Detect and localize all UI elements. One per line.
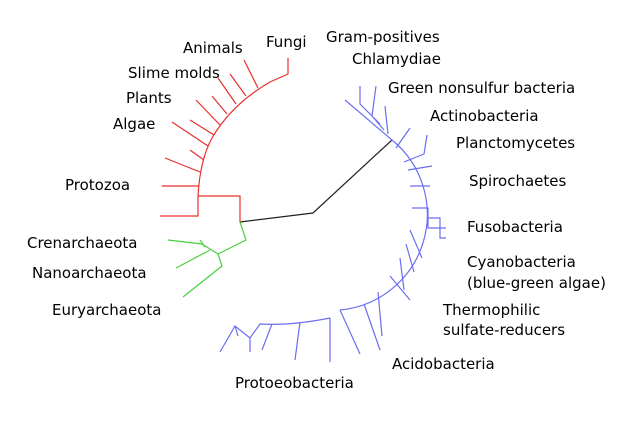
leaf-label: (blue-green algae) [467, 274, 606, 292]
leaf-label: sulfate-reducers [443, 321, 565, 339]
leaf-label: Cyanobacteria [467, 253, 576, 271]
leaf-label: Thermophilic [442, 301, 540, 319]
leaf-label: Protozoa [65, 176, 130, 194]
leaf-label: Planctomycetes [456, 134, 575, 152]
leaf-label: Slime molds [128, 64, 220, 82]
leaf-label: Algae [113, 115, 155, 133]
leaf-label: Chlamydiae [352, 50, 441, 68]
bacteria-branches [219, 85, 446, 362]
leaf-label: Gram-positives [326, 28, 440, 46]
labels: Animals Fungi Slime molds Plants Algae P… [27, 28, 606, 392]
leaf-label: Actinobacteria [430, 107, 539, 125]
leaf-label: Plants [126, 89, 172, 107]
root-branch [239, 139, 393, 223]
leaf-label: Nanoarchaeota [32, 264, 147, 282]
leaf-label: Green nonsulfur bacteria [388, 79, 575, 97]
eukaryota-branches [160, 58, 289, 222]
leaf-label: Crenarchaeota [27, 234, 138, 252]
leaf-label: Animals [183, 39, 243, 57]
leaf-label: Acidobacteria [392, 355, 495, 373]
tree-branches [160, 58, 446, 362]
leaf-label: Fusobacteria [467, 218, 563, 236]
leaf-label: Protoeobacteria [235, 374, 354, 392]
leaf-label: Euryarchaeota [52, 301, 161, 319]
leaf-label: Fungi [266, 33, 307, 51]
archaea-branches [167, 221, 247, 298]
leaf-label: Spirochaetes [469, 172, 567, 190]
